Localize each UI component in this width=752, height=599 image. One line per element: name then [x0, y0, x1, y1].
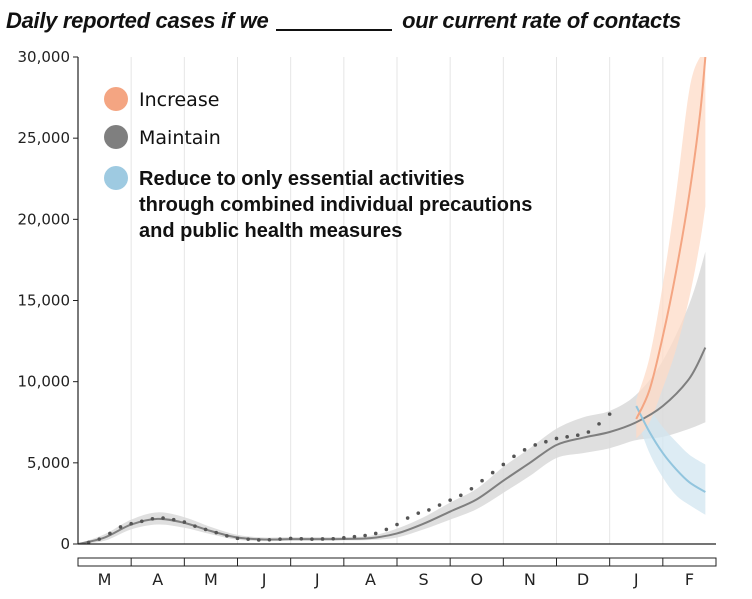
observed-point — [129, 521, 133, 526]
x-tick-label: A — [152, 570, 163, 589]
observed-point — [214, 530, 219, 535]
observed-point — [437, 503, 442, 507]
y-tick-label: 15,000 — [18, 292, 71, 310]
observed-point — [480, 478, 484, 483]
legend-maintain-label: Maintain — [139, 127, 221, 149]
observed-point — [86, 540, 91, 545]
y-tick-label: 0 — [60, 535, 70, 553]
observed-point — [331, 537, 336, 541]
observed-point — [416, 511, 421, 515]
observed-point — [140, 519, 144, 524]
band-increase — [636, 57, 706, 439]
x-tick-label: N — [524, 570, 536, 589]
title-blank — [276, 11, 393, 31]
x-tick-label: A — [365, 570, 376, 589]
observed-point — [310, 537, 314, 541]
observed-point — [235, 536, 240, 541]
legend-reduce-swatch — [104, 166, 128, 190]
chart-title: Daily reported cases if we our current r… — [6, 4, 746, 38]
legend-increase-label: Increase — [139, 89, 219, 111]
observed-point — [490, 470, 495, 475]
observed-point — [342, 536, 346, 540]
observed-point — [267, 537, 272, 542]
observed-point — [118, 525, 123, 529]
observed-points — [86, 412, 612, 545]
observed-point — [97, 537, 102, 541]
observed-point — [246, 537, 250, 541]
axes — [73, 56, 717, 567]
observed-point — [384, 527, 389, 532]
band-maintain — [78, 251, 706, 544]
confidence-bands — [78, 57, 706, 544]
legend: Increase Maintain Reduce to only essenti… — [104, 87, 532, 242]
observed-point — [203, 527, 208, 532]
observed-point — [299, 537, 304, 541]
observed-point — [352, 534, 357, 539]
x-tick-label: M — [204, 570, 218, 589]
observed-point — [320, 537, 325, 541]
y-tick-label: 25,000 — [18, 129, 71, 147]
observed-point — [171, 517, 176, 522]
observed-point — [597, 422, 601, 426]
observed-point — [512, 454, 516, 459]
observed-point — [607, 412, 612, 416]
title-right: our current rate of contacts — [402, 8, 681, 33]
observed-point — [225, 534, 229, 538]
observed-point — [565, 435, 569, 439]
title-left: Daily reported cases if we — [6, 8, 269, 33]
observed-point — [405, 516, 410, 520]
line-reduce — [635, 405, 706, 493]
observed-point — [395, 522, 399, 527]
observed-point — [108, 531, 112, 536]
y-tick-label: 20,000 — [18, 210, 71, 228]
y-tick-label: 30,000 — [18, 48, 71, 66]
x-tick-label: O — [470, 570, 483, 589]
grid-lines — [130, 57, 664, 544]
legend-reduce-label-line1: Reduce to only essential activities — [139, 168, 465, 190]
observed-point — [469, 487, 474, 491]
tick-labels: 0 5,000 10,000 15,000 20,000 25,000 30,000 M A M J… — [18, 48, 695, 589]
observed-point — [522, 448, 527, 452]
observed-point — [459, 493, 463, 498]
observed-point — [544, 439, 548, 444]
y-tick-label: 5,000 — [27, 454, 70, 472]
observed-point — [161, 516, 165, 520]
legend-reduce-label-line3: and public health measures — [139, 220, 402, 242]
band-reduce — [636, 394, 706, 515]
observed-point — [288, 536, 293, 541]
legend-increase-swatch — [104, 87, 128, 111]
observed-point — [501, 462, 506, 467]
observed-point — [448, 498, 452, 502]
x-tick-label: F — [685, 570, 694, 589]
observed-point — [193, 524, 197, 528]
observed-point — [363, 533, 367, 538]
observed-point — [278, 537, 282, 541]
x-tick-label: D — [577, 570, 589, 589]
observed-point — [256, 538, 261, 542]
x-tick-label: J — [633, 570, 639, 589]
observed-point — [575, 433, 580, 438]
y-tick-label: 10,000 — [18, 373, 71, 391]
x-tick-label: S — [419, 570, 429, 589]
observed-point — [533, 443, 538, 447]
observed-point — [150, 517, 155, 521]
x-tick-label: M — [98, 570, 112, 589]
observed-point — [586, 430, 591, 434]
line-increase — [635, 57, 707, 420]
observed-point — [373, 531, 378, 536]
x-tick-label: J — [314, 570, 320, 589]
observed-point — [182, 520, 187, 524]
x-tick-label: J — [261, 570, 267, 589]
legend-reduce-label-line2: through combined individual precautions — [139, 194, 532, 216]
observed-point — [554, 436, 559, 441]
legend-maintain-swatch — [104, 125, 128, 149]
observed-point — [427, 508, 431, 512]
